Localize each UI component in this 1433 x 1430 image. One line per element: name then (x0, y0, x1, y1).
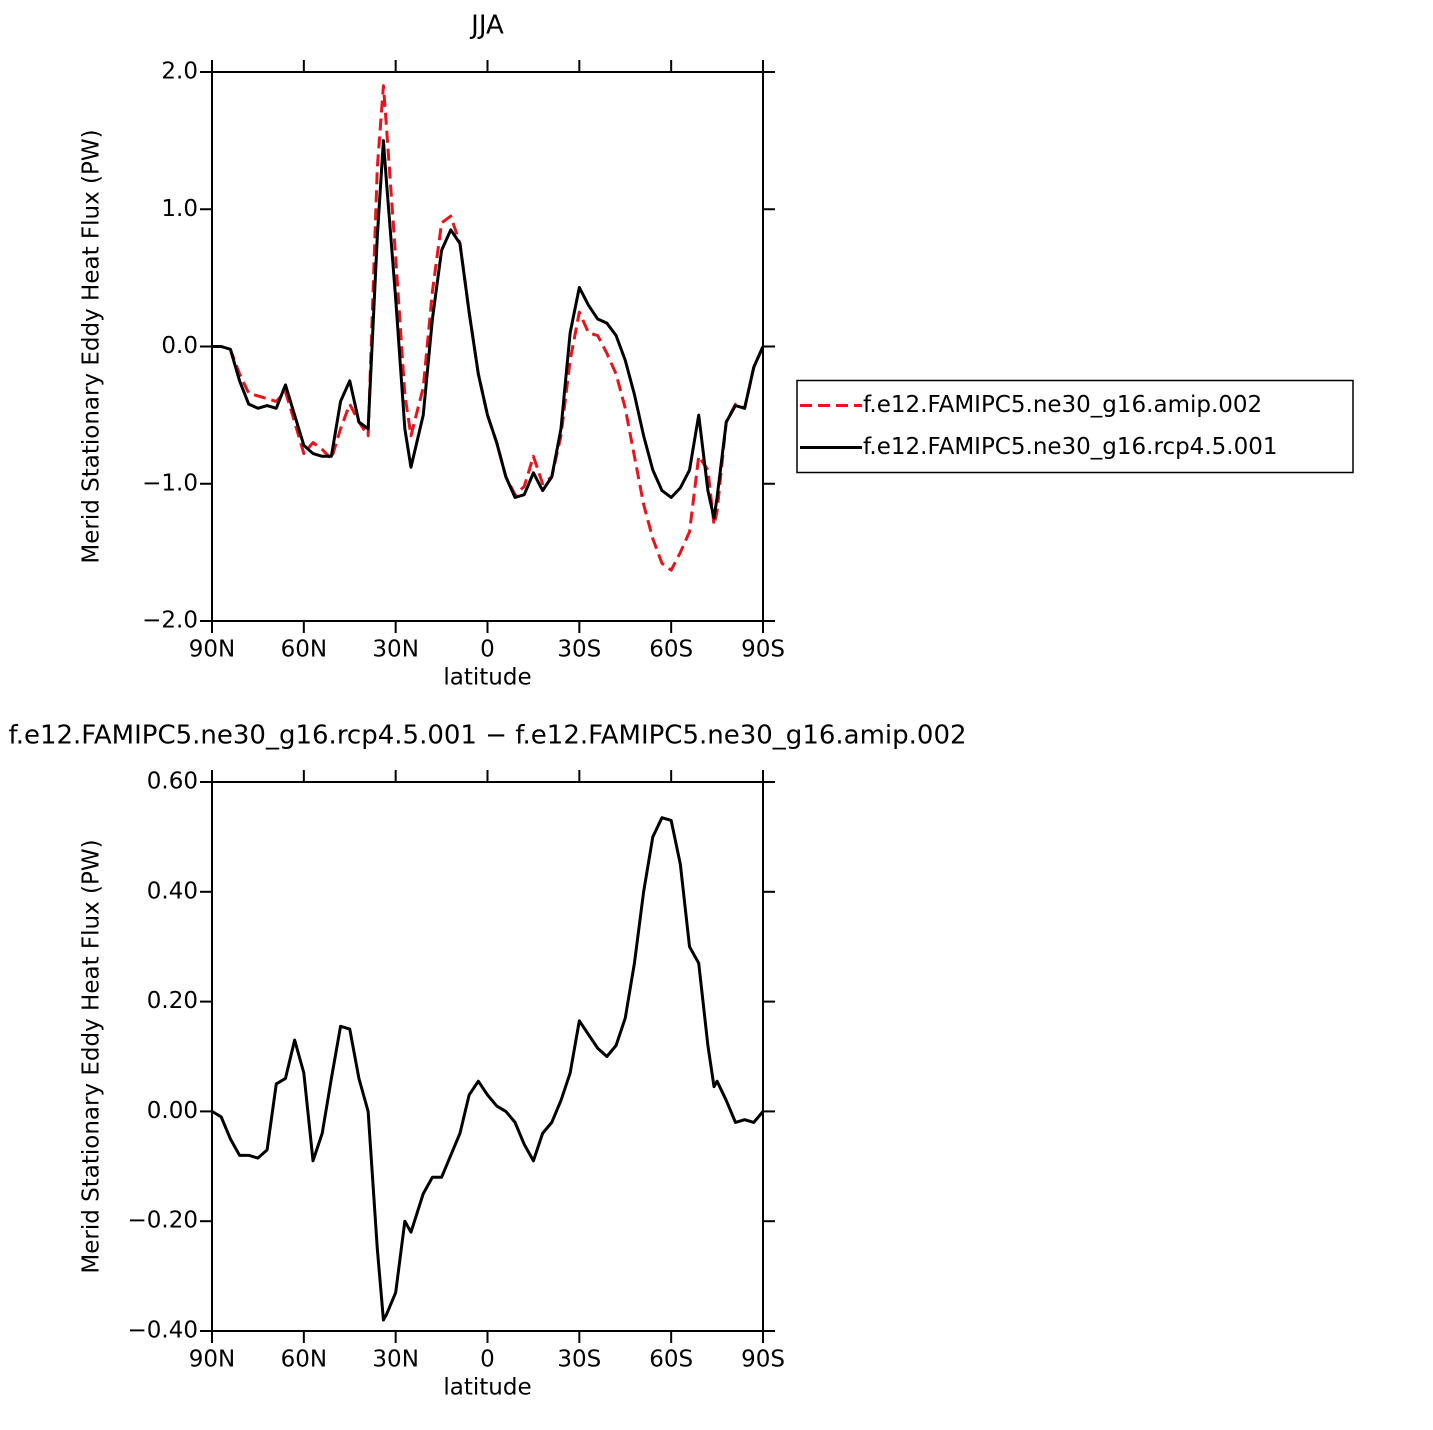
y-tick-label: 2.0 (161, 59, 198, 85)
legend-label: f.e12.FAMIPC5.ne30_g16.rcp4.5.001 (863, 434, 1277, 460)
y-axis-label: Merid Stationary Eddy Heat Flux (PW) (79, 839, 105, 1273)
y-tick-label: −0.20 (128, 1208, 198, 1234)
x-tick-label: 60S (649, 637, 693, 663)
x-tick-label: 0 (480, 1347, 495, 1373)
data-line (212, 84, 765, 572)
legend-label: f.e12.FAMIPC5.ne30_g16.amip.002 (863, 392, 1262, 418)
y-tick-label: 0.20 (147, 988, 198, 1014)
y-axis-label: Merid Stationary Eddy Heat Flux (PW) (79, 129, 105, 563)
x-tick-label: 30S (557, 637, 601, 663)
x-tick-label: 60N (281, 637, 327, 663)
data-line (211, 816, 765, 1322)
x-tick-label: 90S (741, 637, 785, 663)
x-tick-label: 60S (649, 1347, 693, 1373)
x-tick-label: 90N (189, 637, 235, 663)
y-tick-label: 0.40 (147, 878, 198, 904)
x-tick-label: 30S (557, 1347, 601, 1373)
x-tick-label: 0 (480, 637, 495, 663)
chart-title: JJA (469, 11, 504, 41)
x-tick-label: 30N (372, 1347, 418, 1373)
x-tick-label: 90N (189, 1347, 235, 1373)
plot-frame (211, 71, 764, 622)
plot-frame (211, 781, 764, 1332)
x-tick-label: 30N (372, 637, 418, 663)
x-tick-label: 60N (281, 1347, 327, 1373)
y-tick-label: −0.40 (128, 1318, 198, 1344)
x-axis-label: latitude (443, 665, 531, 691)
y-tick-label: 1.0 (161, 196, 198, 222)
data-line (212, 139, 765, 520)
y-tick-label: 0.0 (161, 333, 198, 359)
legend-box (796, 379, 1354, 474)
x-axis-label: latitude (443, 1375, 531, 1401)
y-tick-label: 0.00 (147, 1098, 198, 1124)
y-tick-label: −1.0 (142, 470, 198, 496)
y-tick-label: −2.0 (142, 608, 198, 634)
chart-title: f.e12.FAMIPC5.ne30_g16.rcp4.5.001 − f.e1… (8, 721, 966, 751)
x-tick-label: 90S (741, 1347, 785, 1373)
y-tick-label: 0.60 (147, 769, 198, 795)
